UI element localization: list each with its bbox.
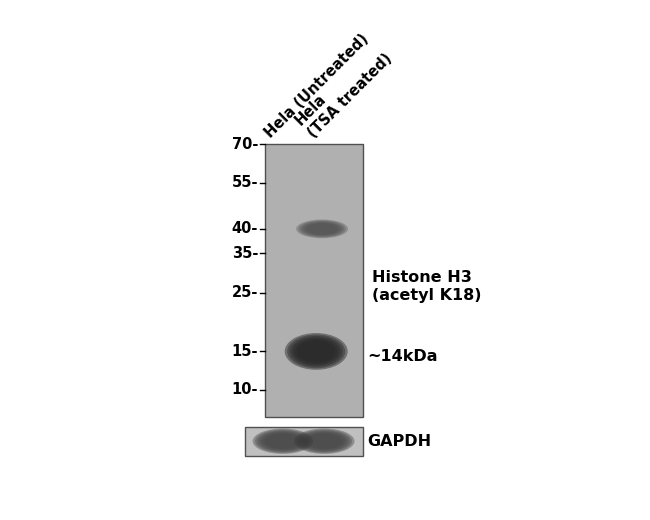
- Ellipse shape: [290, 336, 343, 367]
- Ellipse shape: [304, 433, 345, 450]
- FancyBboxPatch shape: [245, 427, 363, 456]
- Ellipse shape: [298, 220, 346, 238]
- Ellipse shape: [257, 431, 308, 452]
- Ellipse shape: [302, 222, 342, 236]
- Ellipse shape: [295, 339, 337, 364]
- Text: Hela (Untreated): Hela (Untreated): [262, 31, 372, 140]
- Ellipse shape: [304, 223, 340, 235]
- Ellipse shape: [292, 337, 340, 366]
- Text: 25-: 25-: [231, 285, 258, 301]
- Ellipse shape: [294, 428, 354, 454]
- Text: Histone H3
(acetyl K18): Histone H3 (acetyl K18): [372, 270, 482, 304]
- Text: 15-: 15-: [231, 344, 258, 359]
- Ellipse shape: [302, 432, 347, 451]
- Ellipse shape: [307, 223, 338, 235]
- Text: GAPDH: GAPDH: [367, 434, 432, 449]
- Ellipse shape: [253, 428, 313, 454]
- Ellipse shape: [296, 219, 348, 238]
- FancyBboxPatch shape: [265, 145, 363, 417]
- Ellipse shape: [300, 221, 344, 237]
- Ellipse shape: [306, 434, 343, 449]
- Text: 35-: 35-: [231, 246, 258, 261]
- Ellipse shape: [297, 341, 335, 362]
- Text: 70-: 70-: [231, 137, 258, 152]
- Text: ~14kDa: ~14kDa: [367, 349, 437, 364]
- Text: 55-: 55-: [231, 175, 258, 190]
- Ellipse shape: [265, 434, 301, 449]
- Ellipse shape: [260, 432, 306, 451]
- Text: Hela
(TSA treated): Hela (TSA treated): [292, 38, 395, 140]
- Text: 10-: 10-: [231, 382, 258, 397]
- Ellipse shape: [285, 333, 348, 370]
- Text: 40-: 40-: [231, 222, 258, 237]
- Ellipse shape: [287, 334, 345, 368]
- Ellipse shape: [263, 433, 304, 450]
- Ellipse shape: [255, 430, 311, 453]
- Ellipse shape: [299, 431, 350, 452]
- Ellipse shape: [296, 430, 352, 453]
